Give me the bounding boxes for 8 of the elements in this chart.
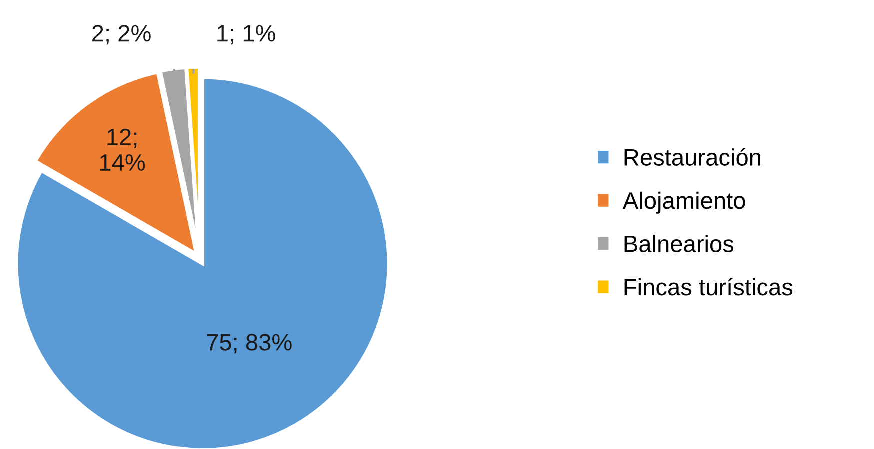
data-label: 12; 14% (100, 128, 146, 171)
data-label: 2; 2% (92, 25, 151, 45)
legend-label: Alojamiento (622, 192, 746, 214)
legend-label: Balnearios (624, 235, 734, 252)
data-label: 75; 83% (207, 334, 292, 354)
legend-label: Fincas turísticas (624, 278, 793, 296)
data-label: 1; 1% (218, 25, 276, 45)
legend-label: Restauración (624, 148, 760, 166)
